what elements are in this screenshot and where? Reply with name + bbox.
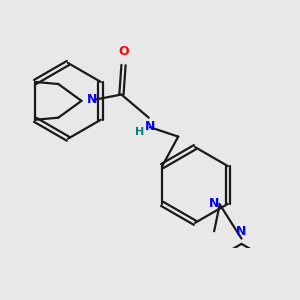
Text: N: N xyxy=(145,120,155,133)
Text: N: N xyxy=(236,225,247,238)
Text: O: O xyxy=(118,45,129,58)
Text: H: H xyxy=(135,127,144,137)
Text: N: N xyxy=(209,197,219,210)
Text: N: N xyxy=(87,93,97,106)
